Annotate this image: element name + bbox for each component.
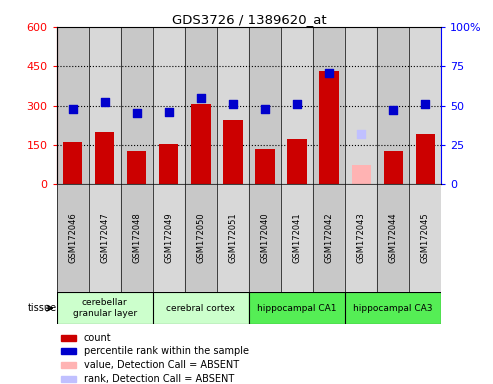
Bar — [61, 376, 76, 382]
Bar — [159, 144, 178, 184]
Bar — [345, 184, 377, 292]
Bar — [313, 27, 345, 184]
Text: value, Detection Call = ABSENT: value, Detection Call = ABSENT — [84, 360, 239, 370]
Text: GSM172043: GSM172043 — [356, 213, 366, 263]
Title: GDS3726 / 1389620_at: GDS3726 / 1389620_at — [172, 13, 326, 26]
Bar — [249, 184, 281, 292]
Bar — [255, 149, 275, 184]
Point — [165, 109, 173, 115]
Bar — [57, 184, 89, 292]
Text: GSM172045: GSM172045 — [421, 213, 430, 263]
Bar — [121, 184, 153, 292]
Bar — [319, 71, 339, 184]
Text: GSM172050: GSM172050 — [196, 213, 206, 263]
Text: GSM172042: GSM172042 — [324, 213, 334, 263]
Text: GSM172048: GSM172048 — [132, 213, 141, 263]
Text: cerebral cortex: cerebral cortex — [167, 304, 235, 313]
Bar — [409, 27, 441, 184]
Text: tissue: tissue — [28, 303, 57, 313]
Bar — [89, 184, 121, 292]
Bar — [153, 184, 185, 292]
Text: hippocampal CA3: hippocampal CA3 — [353, 304, 433, 313]
Bar — [191, 104, 211, 184]
Text: GSM172041: GSM172041 — [292, 213, 302, 263]
Bar — [249, 27, 281, 184]
Bar — [61, 362, 76, 368]
Bar — [127, 151, 146, 184]
Point — [421, 101, 429, 107]
Bar — [281, 27, 313, 184]
Text: GSM172047: GSM172047 — [100, 213, 109, 263]
Bar — [57, 292, 153, 324]
Point — [389, 107, 397, 113]
Bar — [345, 27, 377, 184]
Bar — [416, 134, 435, 184]
Point — [229, 101, 237, 107]
Bar — [185, 184, 217, 292]
Point — [357, 131, 365, 137]
Bar — [345, 292, 441, 324]
Bar — [352, 166, 371, 184]
Bar — [217, 27, 249, 184]
Bar — [63, 142, 82, 184]
Bar — [185, 27, 217, 184]
Bar — [377, 27, 409, 184]
Bar — [409, 184, 441, 292]
Bar — [384, 151, 403, 184]
Text: GSM172049: GSM172049 — [164, 213, 174, 263]
Bar — [287, 139, 307, 184]
Point — [69, 106, 77, 112]
Text: cerebellar
granular layer: cerebellar granular layer — [72, 298, 137, 318]
Text: GSM172051: GSM172051 — [228, 213, 238, 263]
Bar — [217, 184, 249, 292]
Point — [293, 101, 301, 107]
Bar — [249, 292, 345, 324]
Text: GSM172044: GSM172044 — [388, 213, 398, 263]
Bar — [223, 120, 243, 184]
Text: rank, Detection Call = ABSENT: rank, Detection Call = ABSENT — [84, 374, 234, 384]
Bar — [121, 27, 153, 184]
Bar — [57, 27, 89, 184]
Text: GSM172046: GSM172046 — [68, 213, 77, 263]
Bar — [61, 334, 76, 341]
Text: GSM172040: GSM172040 — [260, 213, 270, 263]
Point — [101, 99, 108, 106]
Bar — [89, 27, 121, 184]
Point — [325, 70, 333, 76]
Text: count: count — [84, 333, 111, 343]
Bar — [281, 184, 313, 292]
Bar — [61, 348, 76, 354]
Text: percentile rank within the sample: percentile rank within the sample — [84, 346, 248, 356]
Point — [133, 111, 141, 117]
Point — [197, 94, 205, 101]
Point — [261, 106, 269, 112]
Bar — [377, 184, 409, 292]
Bar — [153, 27, 185, 184]
Bar — [153, 292, 249, 324]
Bar — [95, 132, 114, 184]
Bar — [313, 184, 345, 292]
Text: hippocampal CA1: hippocampal CA1 — [257, 304, 337, 313]
